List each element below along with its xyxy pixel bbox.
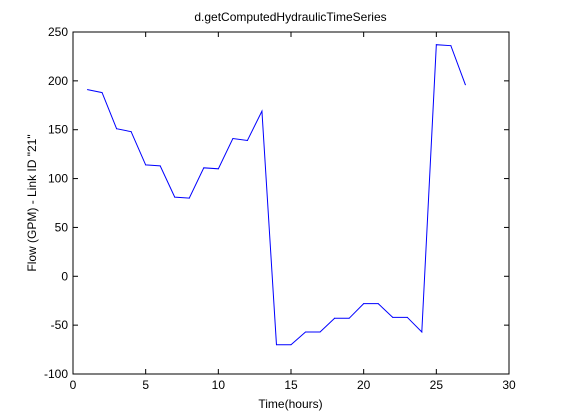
x-tick-label: 15 xyxy=(284,378,298,392)
x-tick-label: 25 xyxy=(430,378,444,392)
data-point xyxy=(406,316,408,318)
data-point xyxy=(334,317,336,319)
data-point xyxy=(305,331,307,333)
y-tick-label: 200 xyxy=(48,74,68,88)
x-tick-label: 10 xyxy=(212,378,226,392)
plot-area xyxy=(72,31,510,375)
y-axis-ticks: -100 -50 0 50 100 150 200 250 xyxy=(44,25,509,381)
data-point xyxy=(130,131,132,133)
data-point xyxy=(450,45,452,47)
data-point xyxy=(116,128,118,130)
y-tick-label: -50 xyxy=(51,318,69,332)
data-point xyxy=(275,344,277,346)
data-point xyxy=(232,138,234,140)
series-layer xyxy=(87,44,466,346)
data-point xyxy=(319,331,321,333)
y-tick-label: 250 xyxy=(48,25,68,39)
data-point xyxy=(392,316,394,318)
y-tick-label: 0 xyxy=(61,269,68,283)
plot-frame xyxy=(72,31,510,375)
x-tick-label: 0 xyxy=(70,378,77,392)
x-tick-label: 30 xyxy=(502,378,516,392)
data-point xyxy=(203,167,205,169)
x-axis-ticks: 0 5 10 15 20 25 30 xyxy=(70,32,516,392)
chart-title: d.getComputedHydraulicTimeSeries xyxy=(194,10,386,24)
data-point xyxy=(246,139,248,141)
data-point xyxy=(174,196,176,198)
data-point xyxy=(363,303,365,305)
data-point xyxy=(188,197,190,199)
data-point xyxy=(348,317,350,319)
y-tick-label: 100 xyxy=(48,172,68,186)
x-axis-label: Time(hours) xyxy=(258,397,322,411)
data-point xyxy=(435,44,437,46)
data-point xyxy=(464,84,466,86)
y-tick-label: 150 xyxy=(48,123,68,137)
data-point xyxy=(145,164,147,166)
data-point xyxy=(290,344,292,346)
y-tick-label: 50 xyxy=(55,220,69,234)
y-axis-label: Flow (GPM) - Link ID "21" xyxy=(25,134,39,271)
data-point xyxy=(217,168,219,170)
data-point xyxy=(377,303,379,305)
y-tick-label: -100 xyxy=(44,367,68,381)
data-point xyxy=(261,110,263,112)
data-point xyxy=(159,165,161,167)
x-tick-label: 20 xyxy=(357,378,371,392)
data-point xyxy=(87,89,89,91)
data-point xyxy=(101,92,103,94)
data-point xyxy=(421,331,423,333)
x-tick-label: 5 xyxy=(142,378,149,392)
